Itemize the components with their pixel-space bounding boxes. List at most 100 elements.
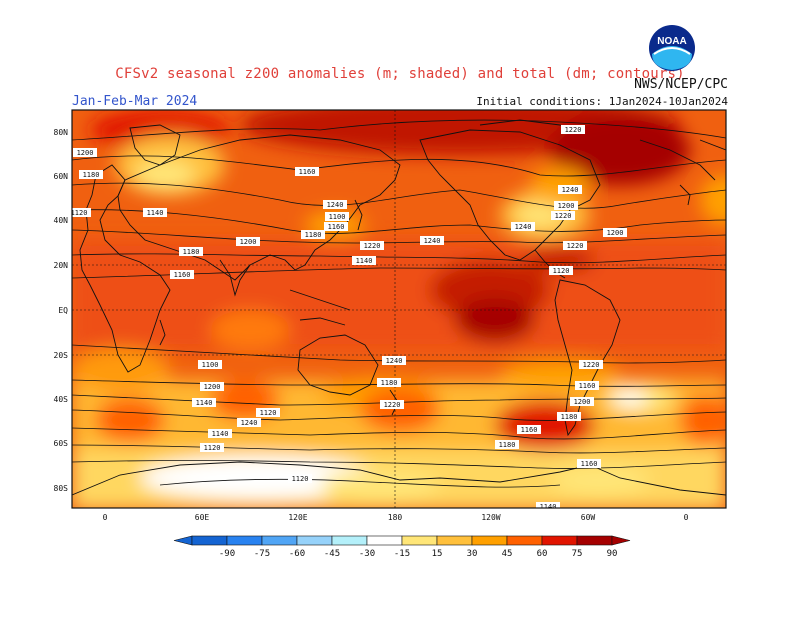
svg-text:1140: 1140 <box>212 430 229 438</box>
contour-label: 1180 <box>557 412 581 421</box>
svg-text:1140: 1140 <box>147 209 164 217</box>
lat-label: 40S <box>54 395 69 404</box>
colorbar-label: -15 <box>394 549 410 559</box>
colorbar-label: 60 <box>537 549 548 559</box>
colorbar-segment <box>471 535 508 546</box>
contour-label: 1160 <box>577 459 601 468</box>
svg-text:1180: 1180 <box>381 379 398 387</box>
contour-label: 1140 <box>352 256 376 265</box>
svg-text:1240: 1240 <box>327 201 344 209</box>
contour-label: 1100 <box>325 212 349 221</box>
svg-text:1180: 1180 <box>499 441 516 449</box>
contour-label: 1180 <box>495 440 519 449</box>
contour-label: 1200 <box>554 201 578 210</box>
svg-text:1180: 1180 <box>83 171 100 179</box>
lat-label: 80S <box>54 484 69 493</box>
svg-text:1140: 1140 <box>540 503 557 511</box>
contour-label: 1140 <box>143 208 167 217</box>
svg-text:1240: 1240 <box>562 186 579 194</box>
contour-label: 1180 <box>301 230 325 239</box>
contour-label: 1180 <box>79 170 103 179</box>
contour-label: 1220 <box>360 241 384 250</box>
contour-label: 1120 <box>549 266 573 275</box>
contour-label: 1140 <box>208 429 232 438</box>
contour-label: 1220 <box>561 125 585 134</box>
svg-text:1200: 1200 <box>607 229 624 237</box>
lon-label: 0 <box>103 513 108 522</box>
svg-text:1180: 1180 <box>305 231 322 239</box>
svg-text:1120: 1120 <box>204 444 221 452</box>
svg-text:1160: 1160 <box>521 426 538 434</box>
contour-label: 1160 <box>517 425 541 434</box>
colorbar-segment <box>436 535 473 546</box>
contour-label: 1200 <box>200 382 224 391</box>
contour-label: 1140 <box>536 502 560 511</box>
colorbar-segment <box>226 535 263 546</box>
svg-text:1120: 1120 <box>260 409 277 417</box>
colorbar-label: -75 <box>254 549 270 559</box>
svg-text:1220: 1220 <box>384 401 401 409</box>
svg-text:1240: 1240 <box>424 237 441 245</box>
colorbar-segment <box>331 535 368 546</box>
svg-text:1180: 1180 <box>183 248 200 256</box>
lon-label: 120E <box>288 513 307 522</box>
contour-label: 1220 <box>579 360 603 369</box>
colorbar-label: -60 <box>289 549 305 559</box>
colorbar-label: 75 <box>572 549 583 559</box>
contour-label: 1160 <box>324 222 348 231</box>
height-contours <box>72 119 726 488</box>
lat-label: 20S <box>54 351 69 360</box>
colorbar-label: -90 <box>219 549 235 559</box>
svg-text:1100: 1100 <box>202 361 219 369</box>
colorbar-label: 45 <box>502 549 513 559</box>
lon-label: 60E <box>195 513 210 522</box>
contour-label: 1220 <box>380 400 404 409</box>
svg-text:1200: 1200 <box>240 238 257 246</box>
svg-text:1220: 1220 <box>555 212 572 220</box>
contour-label: 1240 <box>558 185 582 194</box>
svg-text:1160: 1160 <box>299 168 316 176</box>
colorbar-right-arrow <box>611 535 631 546</box>
svg-text:1140: 1140 <box>356 257 373 265</box>
contour-label: 1200 <box>603 228 627 237</box>
colorbar <box>173 535 631 546</box>
chart-title: CFSv2 seasonal z200 anomalies (m; shaded… <box>115 66 685 82</box>
contour-label: 1120 <box>288 474 312 483</box>
colorbar-labels: -90 -75 -60 -45 -30 -15 15 30 45 60 75 90 <box>219 549 618 559</box>
lat-label: 20N <box>54 261 69 270</box>
svg-text:1120: 1120 <box>71 209 88 217</box>
svg-text:1240: 1240 <box>241 419 258 427</box>
contour-label: 1200 <box>570 397 594 406</box>
contour-label: 1220 <box>551 211 575 220</box>
contour-label: 1100 <box>198 360 222 369</box>
lon-label: 180 <box>388 513 403 522</box>
lat-label: 40N <box>54 216 69 225</box>
contour-label: 1180 <box>377 378 401 387</box>
svg-text:1120: 1120 <box>553 267 570 275</box>
colorbar-label: -30 <box>359 549 375 559</box>
contour-label: 1160 <box>170 270 194 279</box>
colorbar-segment <box>261 535 298 546</box>
svg-text:1240: 1240 <box>515 223 532 231</box>
noaa-logo: NOAA <box>649 25 695 71</box>
contour-label-layer: 1120114011301100118011601200122012401120… <box>71 125 627 511</box>
lon-label: 120W <box>481 513 500 522</box>
longitude-labels: 0 60E 120E 180 120W 60W 0 <box>103 513 689 522</box>
svg-text:1160: 1160 <box>328 223 345 231</box>
svg-text:1220: 1220 <box>364 242 381 250</box>
forecast-period: Jan-Feb-Mar 2024 <box>72 94 198 109</box>
map-frame <box>71 109 727 509</box>
svg-text:1200: 1200 <box>77 149 94 157</box>
contour-label: 1240 <box>382 356 406 365</box>
anomaly-shading <box>72 110 726 508</box>
contour-label: 1220 <box>563 241 587 250</box>
colorbar-segment <box>541 535 578 546</box>
contour-label: 1160 <box>575 381 599 390</box>
svg-text:1100: 1100 <box>329 213 346 221</box>
contour-label: 1240 <box>237 418 261 427</box>
contour-label: 1200 <box>73 148 97 157</box>
lat-label: EQ <box>58 306 68 315</box>
contour-label: 1240 <box>420 236 444 245</box>
svg-text:1220: 1220 <box>567 242 584 250</box>
svg-text:1140: 1140 <box>196 399 213 407</box>
